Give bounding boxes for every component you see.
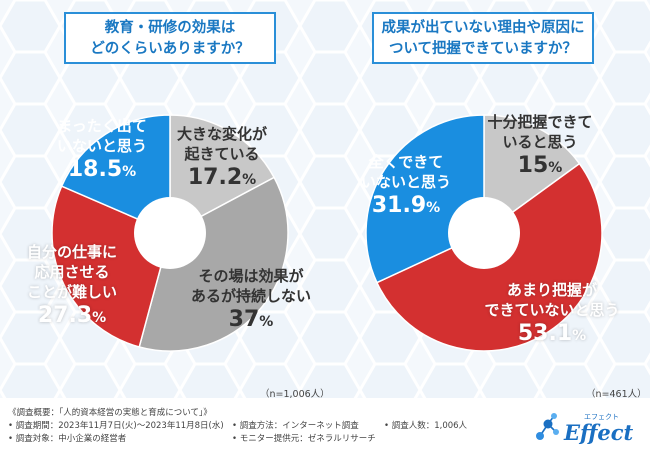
survey-target: • 調査対象：中小企業の経営者 <box>8 434 127 444</box>
survey-respondents: • 調査人数：1,006人 <box>384 421 468 431</box>
survey-provider: • モニター提供元：ゼネラルリサーチ <box>232 434 376 444</box>
chart-title-right-line-1: 成果が出ていない理由や原因に <box>381 20 585 36</box>
slice-label-right-0-line-2: いると思う <box>502 133 578 151</box>
slice-value-right-2: 31.9% <box>346 192 466 222</box>
slice-value-right-2-number: 31.9 <box>371 193 427 218</box>
survey-method: • 調査方法：インターネット調査 <box>232 421 359 431</box>
chart-title-left: 教育・研修の効果は どのくらいありますか？ <box>64 12 276 64</box>
chart-title-left-line-2: どのくらいありますか？ <box>90 41 250 57</box>
slice-label-left-1-line-1: その場は効果が <box>198 267 304 285</box>
pie-left <box>51 114 289 352</box>
slice-label-right-2: 全くできて いないと思う 31.9% <box>346 152 466 222</box>
sample-size-right: （n=461人） <box>586 389 647 400</box>
donut-hole-left <box>134 197 206 269</box>
slice-label-left-2-line-1: 自分の仕事に <box>26 243 117 261</box>
slice-label-left-2-line-3: ことが難しい <box>26 283 117 301</box>
pie-slice-left-0 <box>169 114 276 235</box>
slice-value-left-0-suffix: % <box>242 172 257 188</box>
slice-value-left-3-suffix: % <box>122 164 137 180</box>
slice-label-right-1-line-2: できていないと思う <box>484 301 620 319</box>
slice-label-left-0: 大きな変化が 起きている 17.2% <box>172 124 272 194</box>
slice-label-left-3-line-2: いないと思う <box>56 137 147 155</box>
slice-value-right-0-suffix: % <box>548 160 563 176</box>
slice-value-right-1-suffix: % <box>572 328 587 344</box>
slice-value-left-3-number: 18.5 <box>67 157 123 182</box>
pie-slice-left-1 <box>138 176 289 352</box>
slice-value-left-0: 17.2% <box>172 164 272 194</box>
slice-value-right-0-number: 15 <box>517 153 549 178</box>
slice-value-left-1-number: 37 <box>228 307 260 332</box>
slice-label-left-0-line-1: 大きな変化が <box>176 125 267 143</box>
slice-value-left-0-number: 17.2 <box>187 165 243 190</box>
slice-label-left-3: まったく出て いないと思う 18.5% <box>42 116 162 186</box>
slice-label-right-2-line-1: 全くできて <box>368 153 444 171</box>
pie-slice-right-0 <box>483 114 581 235</box>
slice-value-right-1-number: 53.1 <box>517 321 573 346</box>
slice-value-right-1: 53.1% <box>472 320 632 350</box>
slice-label-left-3-line-1: まったく出て <box>57 117 147 135</box>
effect-logo: エフェクト Effect <box>536 413 634 444</box>
slice-value-left-2-suffix: % <box>92 310 107 326</box>
chart-title-left-line-1: 教育・研修の効果は <box>104 20 236 36</box>
pie-right <box>365 114 603 352</box>
survey-footer: 《調査概要：「人的資本経営の実態と育成について」》 • 調査期間：2023年11… <box>0 400 650 450</box>
slice-value-left-2-number: 27.3 <box>37 303 93 328</box>
logo-text: Effect <box>563 420 634 444</box>
molecule-icon <box>536 413 559 440</box>
slice-label-left-0-line-2: 起きている <box>184 145 260 163</box>
survey-period: • 調査期間：2023年11月7日(火)〜2023年11月8日(水) <box>8 421 224 431</box>
slice-label-right-2-line-2: いないと思う <box>360 173 451 191</box>
donut-hole-right <box>448 197 520 269</box>
slice-label-left-2-line-2: 応用させる <box>34 263 110 281</box>
slice-label-right-1-line-1: あまり把握が <box>506 281 597 299</box>
slice-label-right-0: 十分把握できて いると思う 15% <box>480 112 600 182</box>
survey-outline: 《調査概要：「人的資本経営の実態と育成について」》 <box>8 408 212 418</box>
pie-slice-left-3 <box>60 114 171 235</box>
slice-value-left-2: 27.3% <box>12 302 132 332</box>
sample-size-left: （n=1,006人） <box>260 389 330 400</box>
slice-value-right-0: 15% <box>480 152 600 182</box>
chart-title-right: 成果が出ていない理由や原因に ついて把握できていますか？ <box>372 12 594 64</box>
slice-label-left-2: 自分の仕事に 応用させる ことが難しい 27.3% <box>12 242 132 332</box>
slice-value-left-1: 37% <box>186 306 316 336</box>
pie-charts <box>51 114 603 352</box>
slice-label-right-0-line-1: 十分把握できて <box>487 113 593 131</box>
slice-label-left-1: その場は効果が あるが持続しない 37% <box>186 266 316 336</box>
slice-value-left-3: 18.5% <box>42 156 162 186</box>
chart-title-right-line-2: ついて把握できていますか？ <box>388 41 578 57</box>
slice-label-left-1-line-2: あるが持続しない <box>190 287 311 305</box>
slice-label-right-1: あまり把握が できていないと思う 53.1% <box>472 280 632 350</box>
logo-kana: エフェクト <box>584 413 619 421</box>
slice-value-left-1-suffix: % <box>259 314 274 330</box>
slice-value-right-2-suffix: % <box>426 200 441 216</box>
